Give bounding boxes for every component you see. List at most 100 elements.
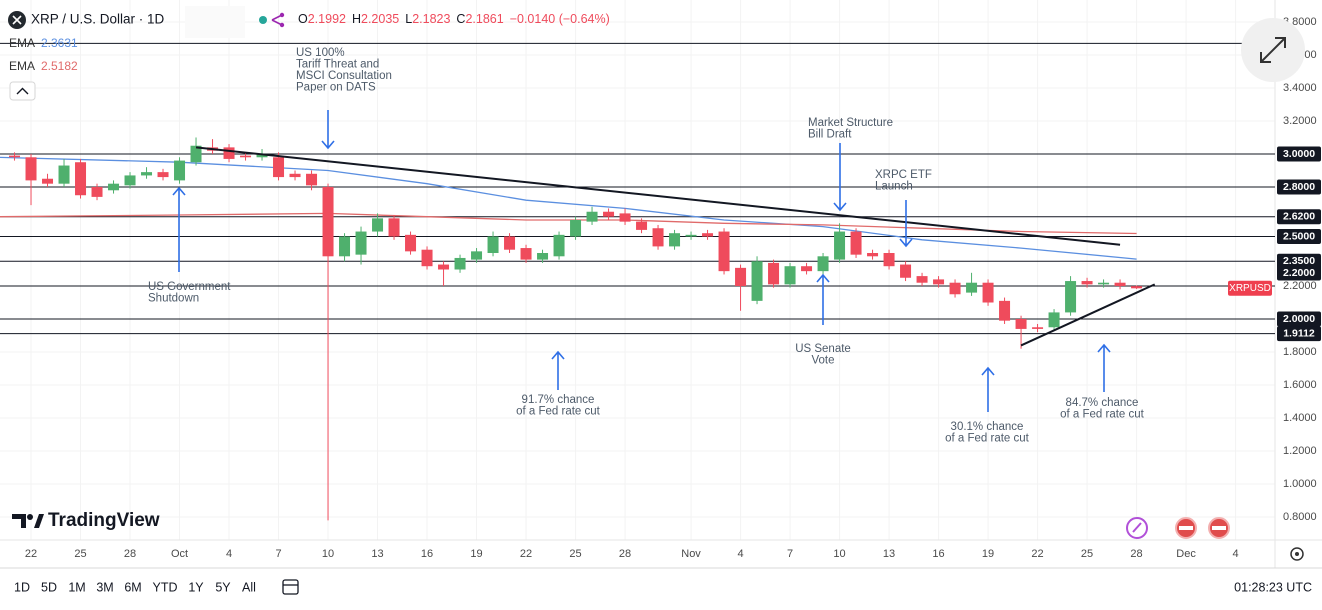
range-button[interactable]: 3M [96, 580, 113, 594]
range-button[interactable]: 6M [124, 580, 141, 594]
x-tick-label: 19 [982, 548, 994, 560]
candle-body [157, 172, 169, 178]
status-dot [259, 16, 267, 24]
legend-name: EMA [9, 36, 35, 50]
arrow [816, 273, 830, 325]
candle-body [1048, 312, 1060, 328]
ema-legend: EMA 2.3631 EMA 2.5182 [9, 36, 78, 73]
candle-body [1114, 282, 1126, 287]
settings-icon[interactable] [1290, 547, 1304, 561]
arrow [899, 200, 913, 248]
ohlc-value: 2.1823 [412, 12, 450, 26]
candle-body [322, 186, 334, 257]
candle-body [702, 233, 714, 237]
collapse-button[interactable] [9, 81, 36, 101]
range-button[interactable]: 1M [68, 580, 85, 594]
candle-body [75, 162, 87, 196]
trendline [195, 146, 1121, 246]
candle-body [817, 256, 829, 272]
annotation: of a Fed rate cut [945, 433, 1030, 445]
candle-body [867, 253, 879, 257]
arrow [981, 366, 995, 412]
range-button[interactable]: 1D [14, 580, 30, 594]
level-label: 1.9112 [1283, 327, 1315, 339]
level-label-box [1277, 179, 1321, 195]
candle-body [900, 264, 912, 278]
annotation: MSCI Consultation [296, 70, 392, 82]
level-label: 2.3500 [1283, 255, 1315, 267]
candle-body [223, 147, 235, 159]
candle-body [982, 282, 994, 303]
candle-body [355, 231, 367, 255]
candle-body [916, 276, 928, 283]
annotation: 91.7% chance [522, 394, 595, 406]
change: −0.0140 (−0.64%) [510, 12, 610, 26]
ohlc-key: L [405, 12, 412, 26]
candle-body [273, 157, 285, 178]
level-label-box [1277, 326, 1321, 342]
event-icon-mark [1179, 526, 1193, 530]
level-label: 2.6200 [1283, 210, 1315, 222]
legend-value: 2.5182 [41, 59, 78, 73]
x-tick-label: 10 [322, 548, 334, 560]
candle-body [636, 221, 648, 230]
candle-body [141, 172, 153, 176]
x-tick-label: 13 [883, 548, 895, 560]
candle-body [471, 251, 483, 260]
level-label-box [1277, 228, 1321, 244]
candle-body [372, 218, 384, 232]
candle-body [883, 253, 895, 267]
x-tick-label: 28 [124, 548, 136, 560]
y-tick-label: 1.8000 [1283, 346, 1317, 358]
arrow [172, 186, 186, 272]
candle-body [801, 266, 813, 272]
candle-body [421, 249, 433, 267]
x-tick-label: 7 [275, 548, 281, 560]
x-tick-label: 16 [421, 548, 433, 560]
expand-icon [1260, 37, 1286, 63]
logo-shape [34, 514, 44, 528]
candle-body [306, 173, 318, 186]
level-label: 2.5000 [1283, 230, 1315, 242]
candle-body [768, 262, 780, 285]
candle-body [520, 248, 532, 260]
candle-body [42, 178, 54, 184]
y-tick-label: 0.8000 [1283, 511, 1317, 523]
collapse-icon [16, 87, 29, 95]
range-button[interactable]: YTD [153, 580, 178, 594]
candle-body [735, 267, 747, 287]
share-icon [279, 22, 285, 28]
x-tick-label: 16 [932, 548, 944, 560]
candle-body [174, 160, 186, 181]
candle-body [339, 236, 351, 257]
arrow [551, 350, 565, 390]
x-tick-label: 22 [25, 548, 37, 560]
candle-body [190, 145, 202, 163]
legend-value: 2.3631 [41, 36, 78, 50]
x-tick-label: 10 [833, 548, 845, 560]
candle-body [850, 231, 862, 255]
annotation: Paper on DATS [296, 82, 376, 94]
candle-body [405, 234, 417, 252]
annotation: US Senate [795, 343, 851, 355]
annotation: Shutdown [148, 293, 199, 305]
blank-box [185, 6, 245, 38]
range-button[interactable]: All [242, 580, 256, 594]
range-button[interactable]: 1Y [188, 580, 204, 594]
ohlc-value: 2.1861 [465, 12, 503, 26]
candle-body [91, 186, 103, 197]
range-button[interactable]: 5D [41, 580, 57, 594]
level-label-box [1277, 146, 1321, 162]
arrows [172, 110, 1111, 412]
annotation: Vote [811, 355, 834, 367]
date-range-icon[interactable] [282, 579, 299, 595]
range-button[interactable]: 5Y [215, 580, 231, 594]
x-tick-label: 13 [371, 548, 383, 560]
level-label: 2.8000 [1283, 181, 1315, 193]
arrow [321, 110, 335, 150]
watermark-logo [12, 514, 44, 528]
level-label-box [1277, 253, 1321, 269]
legend-name: EMA [9, 59, 35, 73]
annotation: Tariff Threat and [296, 59, 379, 71]
